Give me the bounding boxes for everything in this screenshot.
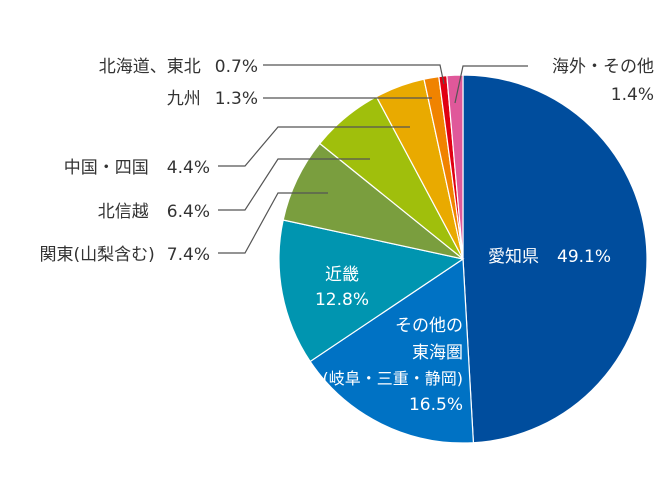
leader-lines bbox=[218, 64, 528, 254]
label-kanto: 関東(山梨含む) 7.4% bbox=[40, 245, 210, 265]
label-overseas-name: 海外・その他 bbox=[552, 57, 654, 77]
leader-chugoku bbox=[218, 126, 410, 167]
label-other-tokai-line1: その他の bbox=[395, 316, 463, 336]
leader-kanto bbox=[218, 192, 328, 254]
label-other-tokai-line3: (岐阜・三重・静岡) bbox=[323, 369, 464, 388]
label-overseas-value: 1.4% bbox=[611, 85, 654, 105]
pie-slice-2 bbox=[278, 219, 465, 363]
label-aichi: 愛知県 49.1% bbox=[488, 247, 611, 267]
label-kinki-value: 12.8% bbox=[315, 290, 369, 310]
label-other-tokai-value: 16.5% bbox=[409, 395, 463, 415]
label-kyushu: 九州 1.3% bbox=[167, 89, 258, 109]
label-hokkaido-tohoku: 北海道、東北 0.7% bbox=[99, 57, 258, 77]
label-chugoku-shikoku: 中国・四国 4.4% bbox=[64, 158, 210, 178]
label-other-tokai: その他の 東海圏 (岐阜・三重・静岡) 16.5% bbox=[323, 316, 464, 415]
label-other-tokai-line2: 東海圏 bbox=[412, 343, 463, 363]
pie-slice-8 bbox=[446, 74, 464, 260]
label-hokushinetsu: 北信越 6.4% bbox=[98, 202, 210, 222]
label-kinki: 近畿 12.8% bbox=[315, 265, 369, 310]
leader-overseas bbox=[454, 65, 528, 104]
label-kinki-name: 近畿 bbox=[325, 265, 359, 285]
pie-slice-0 bbox=[462, 74, 648, 444]
leader-hokkaido bbox=[263, 64, 445, 85]
pie-slices bbox=[278, 74, 648, 444]
leader-hokushinetsu bbox=[218, 158, 370, 211]
pie-slice-1 bbox=[309, 257, 475, 444]
